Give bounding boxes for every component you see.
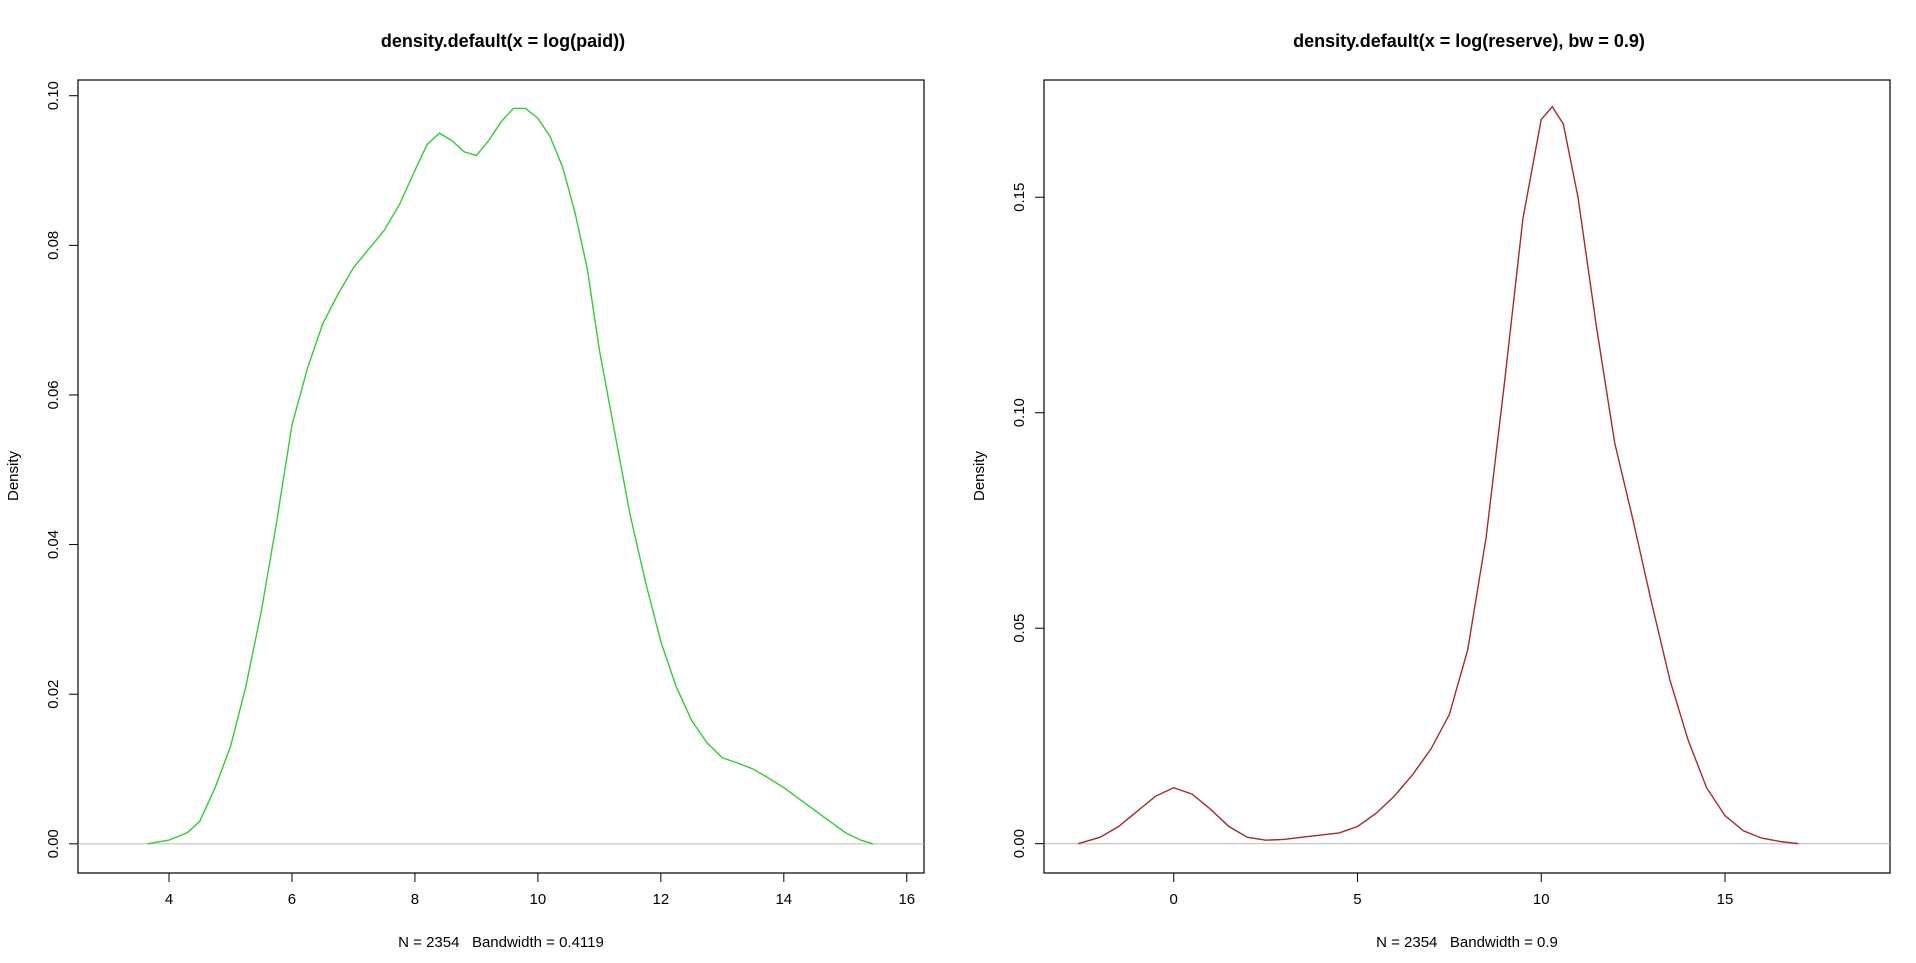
- y-tick-label: 0.06: [45, 380, 62, 409]
- x-axis-label-reserve: N = 2354 Bandwidth = 0.9: [1376, 934, 1558, 951]
- y-tick-label: 0.00: [1011, 829, 1028, 858]
- y-tick-label: 0.05: [1011, 614, 1028, 643]
- chart-title-paid: density.default(x = log(paid)): [381, 31, 625, 51]
- x-tick-label: 6: [288, 891, 296, 908]
- x-tick-label: 10: [530, 891, 547, 908]
- chart-panel-reserve: density.default(x = log(reserve), bw = 0…: [971, 31, 1891, 951]
- plot-frame-paid: [77, 79, 925, 874]
- x-tick-label: 10: [1533, 891, 1550, 908]
- x-tick-label: 12: [653, 891, 670, 908]
- y-axis-reserve: 0.00 0.05 0.10 0.15: [1011, 183, 1045, 858]
- x-tick-label: 0: [1170, 891, 1178, 908]
- y-axis-label-reserve: Density: [971, 450, 988, 501]
- x-tick-label: 15: [1717, 891, 1734, 908]
- x-tick-label: 4: [165, 891, 173, 908]
- y-tick-label: 0.00: [45, 829, 62, 858]
- y-tick-label: 0.08: [45, 231, 62, 260]
- density-curve-reserve: [1078, 105, 1799, 845]
- y-axis-label-paid: Density: [5, 450, 22, 501]
- y-tick-label: 0.10: [1011, 398, 1028, 427]
- density-curve-paid: [147, 107, 874, 845]
- y-tick-label: 0.02: [45, 680, 62, 709]
- y-axis-paid: 0.00 0.02 0.04 0.06 0.08 0.10: [45, 81, 79, 858]
- x-tick-label: 16: [898, 891, 915, 908]
- x-axis-paid: 4 6 8 10 12 14 16: [165, 872, 915, 908]
- chart-title-reserve: density.default(x = log(reserve), bw = 0…: [1293, 31, 1645, 51]
- y-tick-label: 0.10: [45, 81, 62, 110]
- x-tick-label: 5: [1353, 891, 1361, 908]
- y-tick-label: 0.15: [1011, 183, 1028, 212]
- chart-panel-paid: density.default(x = log(paid)) 4 6 8 10 12 14…: [5, 31, 925, 951]
- x-axis-reserve: 0 5 10 15: [1170, 872, 1734, 908]
- x-tick-label: 8: [411, 891, 419, 908]
- plot-frame-reserve: [1043, 79, 1891, 874]
- y-tick-label: 0.04: [45, 530, 62, 559]
- x-axis-label-paid: N = 2354 Bandwidth = 0.4119: [398, 934, 604, 951]
- x-tick-label: 14: [775, 891, 792, 908]
